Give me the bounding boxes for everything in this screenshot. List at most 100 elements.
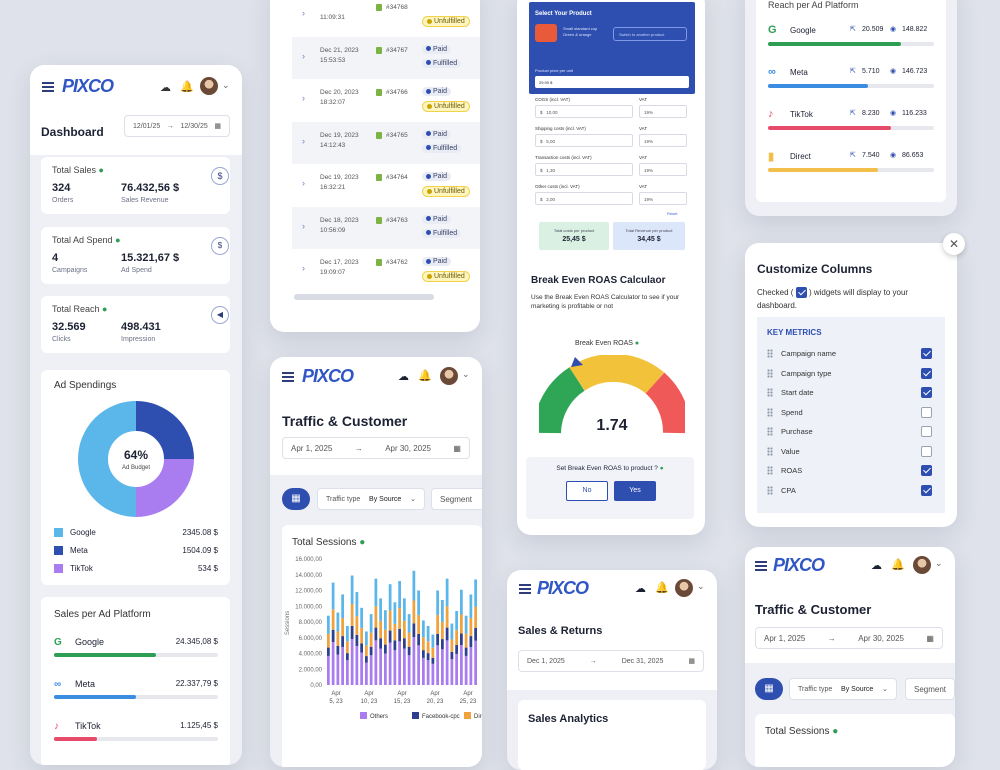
bell-icon[interactable]: 🔔 [891, 559, 905, 571]
avatar[interactable] [200, 77, 218, 95]
switch-product-select[interactable]: Switch to another product [613, 27, 687, 41]
drag-handle-icon[interactable] [767, 485, 773, 495]
table-row[interactable]: › Dec 19, 2023 14:12:43 #34765 Paid Fulfilled [292, 121, 480, 164]
vat-select[interactable]: 19% [639, 105, 687, 118]
gauge-needle [571, 357, 583, 367]
set-roas-box: Set Break Even ROAS to product ? ● No Ye… [526, 457, 694, 519]
avatar[interactable] [440, 367, 458, 385]
chevron-right-icon[interactable]: › [302, 93, 305, 103]
bar-segment [455, 645, 458, 654]
cloud-icon[interactable]: ☁ [160, 82, 171, 94]
info-icon: ● [98, 165, 104, 175]
drag-handle-icon[interactable] [767, 368, 773, 378]
drag-handle-icon[interactable] [767, 427, 773, 436]
chevron-down-icon[interactable]: ⌄ [222, 80, 230, 90]
chevron-right-icon[interactable]: › [302, 263, 305, 273]
drag-handle-icon[interactable] [767, 446, 773, 456]
drag-handle-icon[interactable] [767, 388, 773, 397]
vat-select[interactable]: 19% [639, 163, 687, 176]
bar-segment [469, 617, 473, 637]
date-range-picker[interactable]: Apr 1, 2025 → Apr 30, 2025 ▦ [282, 437, 470, 459]
traffic-type-select[interactable]: Traffic type By Source ⌄ [317, 488, 425, 510]
chevron-right-icon[interactable]: › [302, 50, 305, 61]
bar-segment [360, 627, 363, 644]
table-row[interactable]: › Dec 21, 2023 15:53:53 #34767 Paid Fulfilled [292, 36, 480, 79]
metric-checkbox[interactable] [921, 406, 932, 418]
chevron-right-icon[interactable]: › [302, 135, 305, 146]
title-bar: Sales & Returns Dec 1, 2025 → Dec 31, 2025… [507, 608, 717, 690]
chevron-right-icon[interactable]: › [302, 8, 305, 18]
vat-select[interactable]: 19% [639, 192, 687, 205]
fulfillment-status: Fulfilled [422, 58, 462, 68]
bar-segment [403, 620, 406, 639]
title-bar: Traffic & Customer Apr 1, 2025 → Apr 30, 2… [745, 585, 955, 663]
chevron-down-icon[interactable]: ⌄ [935, 558, 943, 568]
price-input[interactable]: 29.90 $ [535, 76, 689, 88]
drag-handle-icon[interactable] [767, 466, 773, 475]
cloud-icon[interactable]: ☁ [398, 371, 409, 383]
drag-handle-icon[interactable] [767, 407, 773, 417]
avatar[interactable] [913, 556, 931, 574]
chevron-right-icon[interactable]: › [302, 178, 305, 188]
menu-icon[interactable] [755, 561, 767, 571]
cloud-icon[interactable]: ☁ [635, 583, 646, 595]
y-tick-label: 0,00 [310, 683, 322, 689]
payment-status: Paid [422, 44, 452, 54]
cloud-icon[interactable]: ☁ [871, 560, 882, 572]
date-range-picker[interactable]: Dec 1, 2025 → Dec 31, 2025 ▦ [518, 650, 704, 672]
traffic-type-select[interactable]: Traffic type By Source ⌄ [789, 678, 897, 700]
no-button[interactable]: No [566, 481, 608, 501]
close-icon[interactable]: ✕ [943, 233, 965, 255]
segment-select[interactable]: Segment [431, 488, 482, 510]
date-range-picker[interactable]: 12/01/25 → 12/30/25 ▦ [124, 115, 230, 137]
cost-input[interactable]: $ 1,30 [535, 163, 633, 176]
bar-segment [398, 641, 401, 685]
cost-input[interactable]: $ 10,00 [535, 105, 633, 118]
order-time: 15:53:53 [320, 56, 346, 64]
campaigns-value: 4 [52, 252, 59, 264]
reach-bar-fill [768, 42, 901, 46]
metric-checkbox[interactable] [921, 484, 932, 496]
metric-checkbox[interactable] [921, 445, 932, 457]
bell-icon[interactable]: 🔔 [655, 582, 669, 594]
menu-icon[interactable] [519, 584, 531, 594]
metric-checkbox[interactable] [921, 465, 932, 476]
menu-icon[interactable] [282, 372, 294, 382]
table-row[interactable]: › Dec 20, 2023 18:32:07 #34766 Paid Unfulfill… [292, 79, 480, 121]
dashboard-panel: PIXCO ☁ 🔔 ⌄ Dashboard 12/01/25 → 12/30/25 ▦… [30, 65, 242, 765]
chevron-right-icon[interactable]: › [302, 220, 305, 231]
cost-input[interactable]: $ 2,00 [535, 192, 633, 205]
vat-label: VAT [639, 184, 648, 189]
drag-handle-icon[interactable] [767, 349, 773, 358]
date-range-picker[interactable]: Apr 1, 2025 → Apr 30, 2025 ▦ [755, 627, 943, 649]
horizontal-scrollbar[interactable] [294, 294, 434, 300]
clicks-label: Clicks [52, 336, 71, 343]
grid-view-button[interactable]: ▦ [282, 488, 310, 510]
order-time: 14:12:43 [320, 141, 346, 149]
table-row[interactable]: › Dec 19, 2023 16:32:21 #34764 Paid Unfulfill… [292, 164, 480, 206]
table-row[interactable]: › Dec 18, 2023 10:56:09 #34763 Paid Fulfilled [292, 206, 480, 249]
legend-swatch [464, 712, 471, 719]
chevron-down-icon[interactable]: ⌄ [462, 369, 470, 379]
grid-view-button[interactable]: ▦ [755, 678, 783, 700]
table-row[interactable]: › Dec 17, 2023 19:09:07 #34762 Paid Unfulfill… [292, 249, 480, 291]
vat-select[interactable]: 19% [639, 134, 687, 147]
table-row[interactable]: › 11:09:31 #34768 Unfulfilled [292, 0, 480, 36]
reset-link[interactable]: Reset [667, 211, 678, 216]
logo: PIXCO [62, 76, 114, 96]
chevron-down-icon[interactable]: ⌄ [697, 581, 705, 591]
fulfillment-status: Unfulfilled [422, 16, 470, 27]
menu-icon[interactable] [42, 82, 54, 92]
metric-checkbox[interactable] [921, 387, 932, 398]
yes-button[interactable]: Yes [614, 481, 656, 501]
avatar[interactable] [675, 579, 693, 597]
cost-input[interactable]: $ 5,00 [535, 134, 633, 147]
metric-checkbox[interactable] [921, 348, 932, 359]
bar-segment [350, 639, 354, 685]
segment-select[interactable]: Segment [905, 678, 955, 700]
bell-icon[interactable]: 🔔 [418, 370, 432, 382]
metric-checkbox[interactable] [921, 367, 932, 379]
bell-icon[interactable]: 🔔 [180, 81, 194, 93]
bar-segment [403, 638, 406, 649]
metric-checkbox[interactable] [921, 426, 932, 437]
